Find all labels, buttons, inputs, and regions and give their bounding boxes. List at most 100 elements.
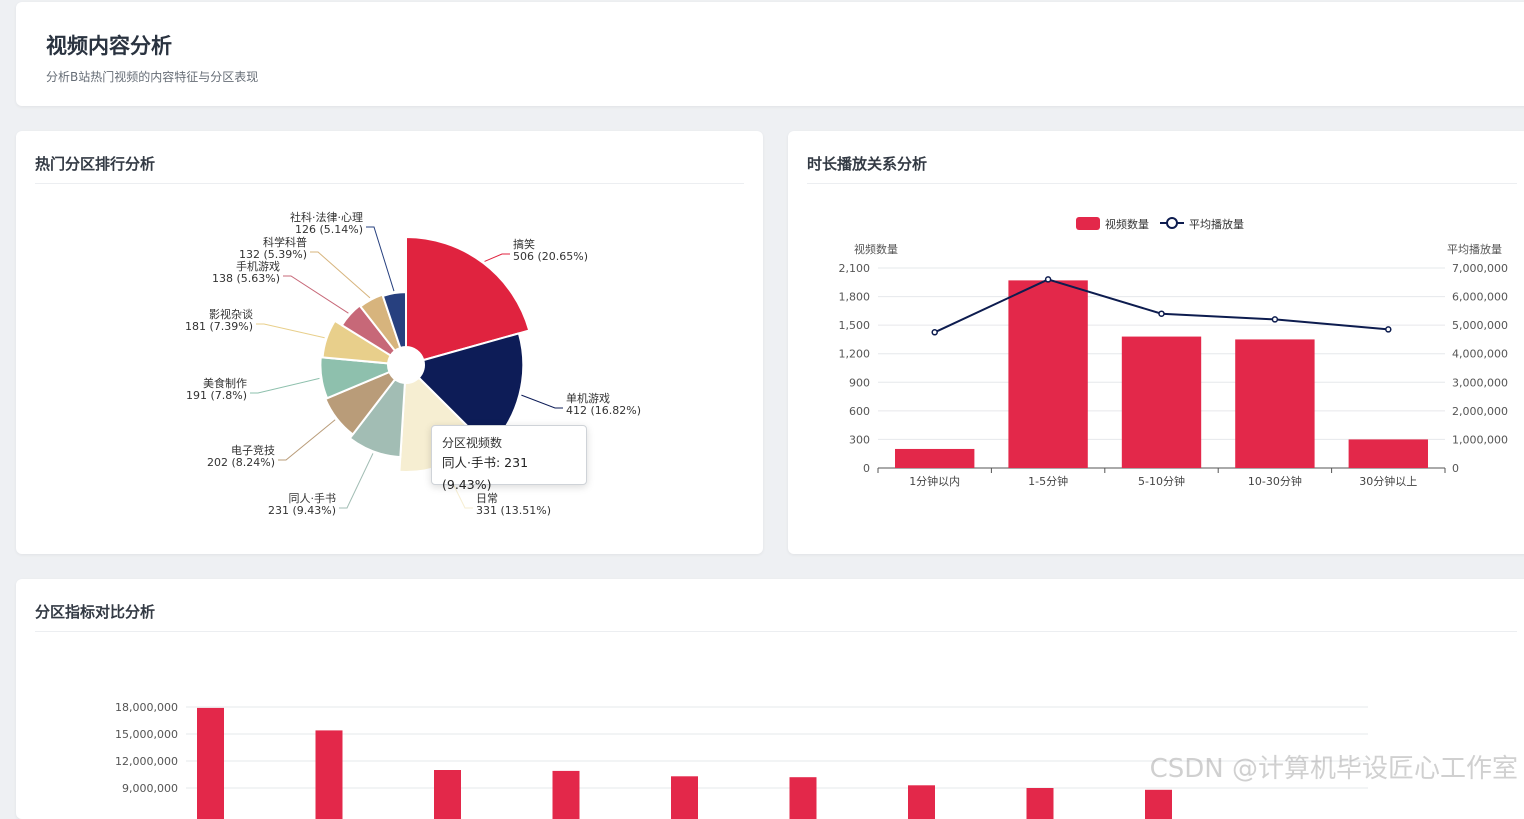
cmp-bar-7 [1026, 788, 1054, 819]
pie-leader-1 [521, 394, 563, 409]
tooltip-body: 同人·手书: 231 (9.43%) [442, 455, 529, 492]
y-tick-left: 600 [849, 405, 870, 418]
pie-label-value-0: 506 (20.65%) [513, 250, 588, 263]
y-tick-left: 1,200 [839, 348, 871, 361]
y-tick-right: 6,000,000 [1452, 291, 1508, 304]
pie-label-value-2: 331 (13.51%) [476, 504, 551, 517]
cmp-y-tick: 18,000,000 [115, 701, 178, 714]
avg-play-line [934, 278, 1389, 334]
pie-label-name-7: 手机游戏 [236, 259, 280, 273]
legend-bar-swatch [1076, 217, 1100, 230]
y-axis-right-name: 平均播放量 [1447, 242, 1502, 256]
card-divider [807, 183, 1517, 184]
pie-label-value-1: 412 (16.82%) [566, 404, 641, 417]
tooltip-title: 分区视频数 [442, 436, 503, 450]
duration-play-title: 时长播放关系分析 [807, 155, 928, 173]
bar-0 [895, 448, 975, 468]
avg-play-point-0 [931, 329, 938, 336]
y-tick-left: 900 [849, 376, 870, 389]
y-tick-right: 0 [1452, 462, 1459, 475]
pie-leader-7 [283, 275, 349, 314]
y-tick-left: 1,800 [839, 291, 871, 304]
page-header: 视频内容分析 分析B站热门视频的内容特征与分区表现 [16, 2, 1524, 106]
pie-label-name-6: 影视杂谈 [209, 307, 253, 321]
pie-leader-8 [310, 251, 371, 299]
pie-label-value-3: 231 (9.43%) [268, 504, 336, 517]
pie-slice-8 [359, 293, 402, 352]
category-compare-card: 分区指标对比分析 9,000,000 12,000,000 15,000,000 18… [16, 579, 1524, 819]
cmp-bar-5 [789, 777, 817, 819]
y-tick-left: 300 [849, 433, 870, 446]
y-tick-left: 0 [863, 462, 870, 475]
pie-label-name-0: 搞笑 [513, 237, 535, 251]
card-divider [35, 631, 1517, 632]
pie-label-name-8: 科学科普 [263, 235, 307, 249]
cmp-y-tick: 9,000,000 [122, 782, 178, 795]
pie-leader-6 [256, 323, 325, 339]
pie-leader-9 [366, 226, 395, 292]
card-divider [35, 183, 744, 184]
pie-label-value-5: 191 (7.8%) [186, 389, 247, 402]
cmp-bar-4 [671, 776, 698, 819]
avg-play-point-4 [1385, 326, 1392, 333]
pie-slice-9 [381, 291, 407, 349]
category-compare-title: 分区指标对比分析 [35, 603, 156, 621]
cmp-y-tick: 12,000,000 [115, 755, 178, 768]
pie-label-value-9: 126 (5.14%) [295, 223, 363, 236]
pie-slice-5 [319, 356, 391, 400]
cmp-bar-0 [197, 707, 224, 819]
pie-slice-3 [348, 378, 406, 459]
x-tick-label: 1分钟以内 [909, 474, 960, 488]
pie-leader-5 [250, 377, 320, 394]
pie-label-name-1: 单机游戏 [566, 391, 610, 405]
cmp-bar-8 [1145, 789, 1172, 819]
pie-label-name-3: 同人·手书 [289, 491, 337, 505]
bar-3 [1235, 339, 1315, 468]
y-tick-right: 4,000,000 [1452, 348, 1508, 361]
avg-play-point-1 [1044, 276, 1052, 283]
pie-label-name-5: 美食制作 [203, 376, 247, 390]
pie-label-value-4: 202 (8.24%) [207, 456, 275, 469]
category-ranking-title: 热门分区排行分析 [35, 155, 156, 173]
pie-label-name-9: 社科·法律·心理 [290, 210, 363, 224]
pie-slice-0 [405, 236, 531, 362]
avg-play-point-3 [1271, 316, 1279, 323]
bar-1 [1008, 280, 1088, 468]
pie-label-value-8: 132 (5.39%) [239, 248, 307, 261]
bar-4 [1348, 439, 1428, 468]
x-tick-label: 5-10分钟 [1138, 474, 1185, 488]
legend-bar-label: 视频数量 [1105, 217, 1149, 231]
cmp-y-tick: 15,000,000 [115, 728, 178, 741]
pie-tooltip: 分区视频数 同人·手书: 231 (9.43%) [431, 425, 587, 492]
pie-label-name-2: 日常 [476, 492, 498, 505]
pie-slice-7 [340, 304, 396, 357]
y-tick-left: 1,500 [839, 319, 871, 332]
cmp-bar-1 [315, 730, 343, 819]
duration-play-card: 时长播放关系分析 视频数量 平均播放量 视频数量 平均播放量 0 0 300 1,000,00… [788, 131, 1524, 554]
y-axis-left-name: 视频数量 [854, 242, 898, 256]
y-tick-right: 2,000,000 [1452, 405, 1508, 418]
cmp-bar-6 [908, 785, 935, 819]
watermark: CSDN @计算机毕设匠心工作室 [1149, 754, 1518, 784]
y-tick-right: 1,000,000 [1452, 433, 1508, 446]
page-title: 视频内容分析 [46, 34, 172, 58]
pie-label-name-4: 电子竞技 [231, 443, 275, 457]
pie-leader-4 [278, 419, 336, 461]
pie-label-value-7: 138 (5.63%) [212, 272, 280, 285]
y-tick-right: 5,000,000 [1452, 319, 1508, 332]
pie-label-value-6: 181 (7.39%) [185, 320, 253, 333]
y-tick-right: 7,000,000 [1452, 262, 1508, 275]
pie-leader-3 [339, 453, 374, 509]
legend-line-marker [1166, 217, 1178, 229]
category-ranking-card: 热门分区排行分析 搞笑 506 (20.65%) 单机游戏 412 (16.82%) 日… [16, 131, 763, 554]
x-tick-label: 1-5分钟 [1028, 474, 1068, 488]
pie-slice-4 [324, 370, 397, 436]
y-tick-right: 3,000,000 [1452, 376, 1508, 389]
pie-slice-6 [321, 319, 392, 365]
page-subtitle: 分析B站热门视频的内容特征与分区表现 [46, 70, 259, 84]
bar-2 [1121, 336, 1202, 468]
legend-line-label: 平均播放量 [1189, 217, 1244, 231]
x-tick-label: 10-30分钟 [1248, 474, 1302, 488]
